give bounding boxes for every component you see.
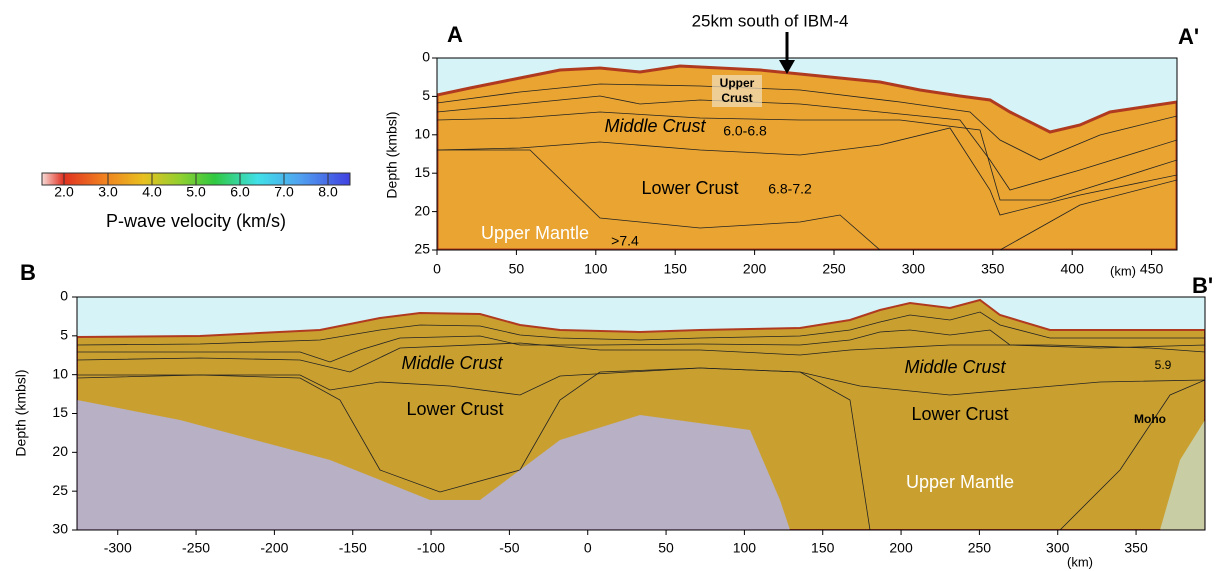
region-label: Crust <box>721 91 752 105</box>
y-tick-label: 10 <box>414 126 430 142</box>
region-label: Upper Mantle <box>481 223 589 243</box>
y-axis-label: Depth (kmbsl) <box>384 111 400 198</box>
colorbar-tick-label: 3.0 <box>98 184 118 200</box>
region-label: Lower Crust <box>406 399 503 419</box>
colorbar-tick-label: 8.0 <box>318 184 338 200</box>
colorbar-tick-label: 7.0 <box>274 184 294 200</box>
profile-start: B <box>20 260 36 285</box>
y-tick-label: 5 <box>60 327 68 343</box>
x-tick-label: 0 <box>433 261 441 277</box>
region-range: 6.0-6.8 <box>723 123 767 139</box>
x-tick-label: 250 <box>822 261 846 277</box>
x-tick-label: 50 <box>509 261 525 277</box>
x-tick-label: -200 <box>260 540 288 556</box>
region-label: Middle Crust <box>604 116 706 136</box>
x-axis-unit: (km) <box>1110 263 1136 278</box>
moho-label: Moho <box>1134 412 1166 426</box>
x-tick-label: 50 <box>658 540 674 556</box>
region-label: Lower Crust <box>911 404 1008 424</box>
colorbar-label: P-wave velocity (km/s) <box>106 211 286 231</box>
y-tick-label: 20 <box>52 443 68 459</box>
annotation: 25km south of IBM-4 <box>692 11 849 30</box>
arrow-head <box>779 60 795 74</box>
y-tick-label: 5 <box>422 87 430 103</box>
y-tick-label: 10 <box>52 365 68 381</box>
x-tick-label: 250 <box>968 540 992 556</box>
x-tick-label: 400 <box>1061 261 1085 277</box>
x-tick-label: 150 <box>664 261 688 277</box>
y-tick-label: 0 <box>422 49 430 65</box>
x-tick-label: 350 <box>981 261 1005 277</box>
x-axis-unit: (km) <box>1067 554 1093 569</box>
x-tick-label: 300 <box>902 261 926 277</box>
region-label: Upper Mantle <box>906 472 1014 492</box>
x-tick-label: 200 <box>743 261 767 277</box>
section-a <box>437 58 1177 250</box>
y-tick-label: 20 <box>414 202 430 218</box>
region-range: >7.4 <box>611 233 639 249</box>
profile-start: A <box>447 22 463 47</box>
velocity-label: 5.9 <box>1155 358 1172 372</box>
y-tick-label: 30 <box>52 521 68 537</box>
x-tick-label: 100 <box>584 261 608 277</box>
x-tick-label: 0 <box>584 540 592 556</box>
colorbar-tick-label: 5.0 <box>186 184 206 200</box>
x-tick-label: -150 <box>339 540 367 556</box>
y-tick-label: 15 <box>52 404 68 420</box>
colorbar-tick-label: 4.0 <box>142 184 162 200</box>
y-tick-label: 25 <box>52 482 68 498</box>
x-tick-label: 300 <box>1046 540 1070 556</box>
profile-end: A' <box>1178 24 1199 49</box>
y-axis-label: Depth (kmbsl) <box>13 369 29 456</box>
profile-end: B' <box>1192 273 1213 298</box>
y-tick-label: 15 <box>414 164 430 180</box>
x-tick-label: 200 <box>889 540 913 556</box>
x-tick-label: -50 <box>499 540 519 556</box>
region-label: Lower Crust <box>641 178 738 198</box>
x-tick-label: -300 <box>104 540 132 556</box>
region-label: Middle Crust <box>904 357 1006 377</box>
region-range: 6.8-7.2 <box>768 181 812 197</box>
x-tick-label: -250 <box>182 540 210 556</box>
x-tick-label: 350 <box>1124 540 1148 556</box>
x-tick-label: -100 <box>417 540 445 556</box>
colorbar-tick-label: 6.0 <box>230 184 250 200</box>
region-label: Middle Crust <box>401 353 503 373</box>
y-tick-label: 25 <box>414 241 430 257</box>
x-tick-label: 100 <box>733 540 757 556</box>
y-tick-label: 0 <box>60 288 68 304</box>
x-tick-label: 450 <box>1140 261 1164 277</box>
colorbar-tick-label: 2.0 <box>54 184 74 200</box>
x-tick-label: 150 <box>811 540 835 556</box>
section-b <box>77 297 1205 530</box>
region-label: Upper <box>720 76 755 90</box>
